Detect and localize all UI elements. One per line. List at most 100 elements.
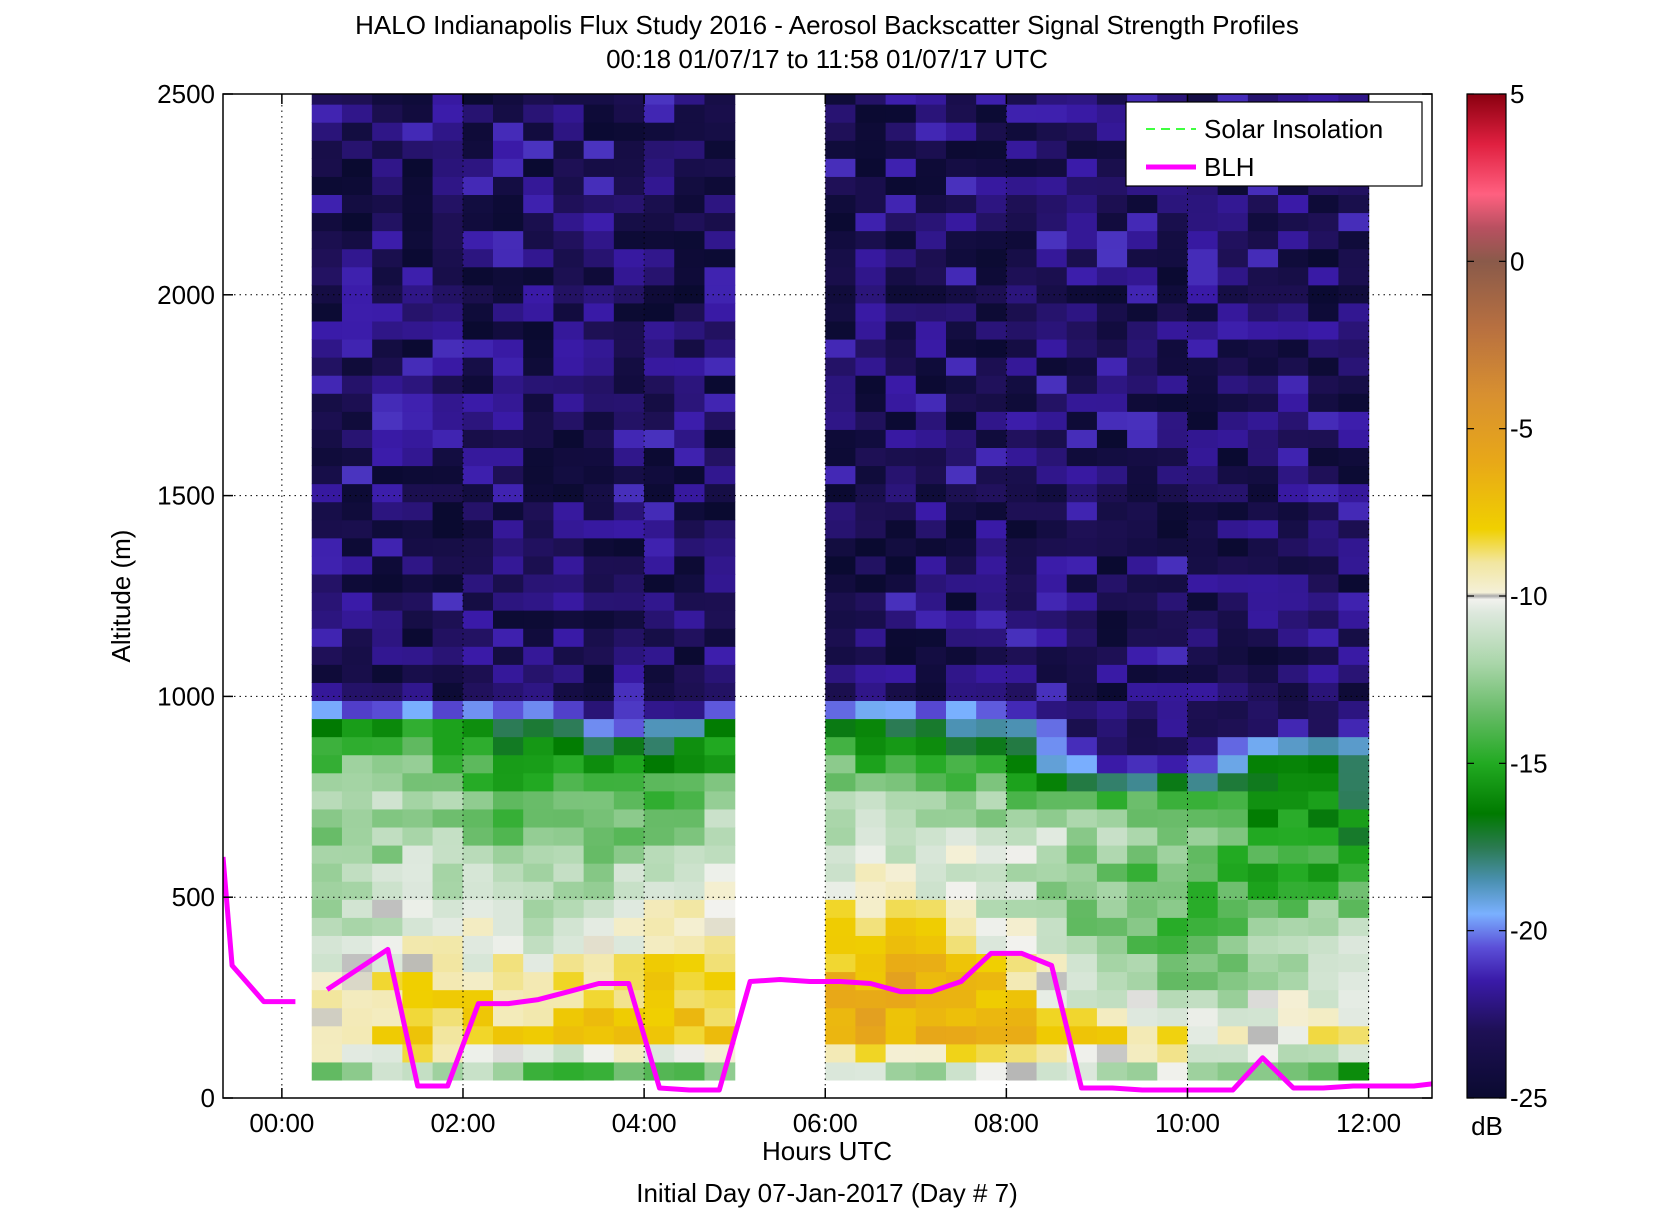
heatmap-cell xyxy=(523,338,555,358)
heatmap-cell xyxy=(915,176,947,195)
heatmap-cell xyxy=(1157,1043,1189,1063)
heatmap-cell xyxy=(1338,338,1370,358)
heatmap-cell xyxy=(915,899,947,918)
heatmap-cell xyxy=(674,628,706,647)
heatmap-cell xyxy=(1308,465,1340,485)
heatmap-cell xyxy=(1066,320,1098,340)
heatmap-cell xyxy=(523,881,555,900)
heatmap-cell xyxy=(432,700,464,720)
heatmap-cell xyxy=(1308,790,1340,810)
heatmap-cell xyxy=(613,935,645,955)
heatmap-cell xyxy=(372,844,403,864)
heatmap-cell xyxy=(885,989,917,1009)
heatmap-cell xyxy=(1217,989,1249,1009)
heatmap-cell xyxy=(1217,519,1249,539)
heatmap-cell xyxy=(372,212,403,232)
heatmap-cell xyxy=(523,1025,555,1045)
heatmap-cell xyxy=(493,700,524,720)
heatmap-cell xyxy=(1096,826,1128,846)
heatmap-cell xyxy=(885,646,917,665)
heatmap-cell xyxy=(432,375,464,394)
heatmap-cell xyxy=(553,393,585,412)
heatmap-cell xyxy=(674,302,706,322)
heatmap-cell xyxy=(674,971,706,991)
heatmap-cell xyxy=(311,230,343,250)
heatmap-cell xyxy=(1066,1007,1098,1027)
heatmap-cell xyxy=(432,284,464,304)
heatmap-cell xyxy=(341,393,373,412)
heatmap-cell xyxy=(553,1061,585,1081)
heatmap-cell xyxy=(432,573,464,593)
heatmap-cell xyxy=(1187,1061,1219,1081)
heatmap-cell xyxy=(1247,646,1279,665)
heatmap-cell xyxy=(553,772,585,792)
heatmap-cell xyxy=(1036,736,1068,756)
heatmap-cell xyxy=(1127,700,1158,720)
heatmap-cell xyxy=(493,320,524,340)
heatmap-cell xyxy=(1127,844,1158,864)
heatmap-cell xyxy=(372,953,403,973)
heatmap-cell xyxy=(644,393,675,412)
heatmap-cell xyxy=(704,1061,736,1081)
heatmap-cell xyxy=(704,664,736,683)
heatmap-cell xyxy=(341,917,373,936)
heatmap-cell xyxy=(432,537,464,557)
heatmap-cell xyxy=(825,429,857,449)
heatmap-cell xyxy=(1157,772,1189,792)
heatmap-cell xyxy=(1338,94,1370,105)
heatmap-cell xyxy=(915,989,947,1009)
heatmap-cell xyxy=(583,212,615,232)
heatmap-cell xyxy=(1308,1043,1340,1063)
heatmap-cell xyxy=(976,302,1007,322)
heatmap-cell xyxy=(644,158,675,177)
heatmap-cell xyxy=(674,989,706,1009)
heatmap-cell xyxy=(1278,808,1309,828)
heatmap-cell xyxy=(644,646,675,665)
heatmap-cell xyxy=(976,393,1007,412)
heatmap-cell xyxy=(583,826,615,846)
heatmap-cell xyxy=(976,971,1007,991)
heatmap-cell xyxy=(523,1061,555,1081)
heatmap-cell xyxy=(855,628,887,647)
heatmap-cell xyxy=(885,465,917,485)
heatmap-cell xyxy=(1278,1061,1309,1081)
heatmap-cell xyxy=(1247,320,1279,340)
heatmap-cell xyxy=(855,158,887,177)
heatmap-cell xyxy=(402,628,434,647)
heatmap-cell xyxy=(372,772,403,792)
heatmap-cell xyxy=(613,357,645,376)
heatmap-cell xyxy=(493,935,524,955)
heatmap-cell xyxy=(493,953,524,973)
heatmap-cell xyxy=(462,881,494,900)
heatmap-cell xyxy=(1157,94,1189,105)
heatmap-cell xyxy=(1096,646,1128,665)
heatmap-cell xyxy=(1127,320,1158,340)
heatmap-cell xyxy=(1157,899,1189,918)
heatmap-cell xyxy=(1187,917,1219,936)
heatmap-cell xyxy=(462,573,494,593)
heatmap-cell xyxy=(1338,411,1370,430)
heatmap-cell xyxy=(644,266,675,286)
heatmap-cell xyxy=(523,772,555,792)
heatmap-cell xyxy=(432,357,464,376)
heatmap-cell xyxy=(1066,338,1098,358)
heatmap-cell xyxy=(644,501,675,521)
heatmap-cell xyxy=(976,844,1007,864)
heatmap-cell xyxy=(674,248,706,268)
heatmap-cell xyxy=(855,573,887,593)
heatmap-cell xyxy=(1217,899,1249,918)
heatmap-cell xyxy=(915,248,947,268)
heatmap-cell xyxy=(553,104,585,123)
heatmap-cell xyxy=(1127,917,1158,936)
heatmap-cell xyxy=(1036,591,1068,611)
heatmap-cell xyxy=(1006,790,1038,810)
heatmap-cell xyxy=(885,447,917,467)
heatmap-cell xyxy=(523,899,555,918)
heatmap-cell xyxy=(583,555,615,575)
heatmap-cell xyxy=(1308,94,1340,105)
heatmap-cell xyxy=(885,519,917,539)
heatmap-cell xyxy=(885,122,917,141)
heatmap-cell xyxy=(1247,610,1279,629)
heatmap-cell xyxy=(1006,772,1038,792)
